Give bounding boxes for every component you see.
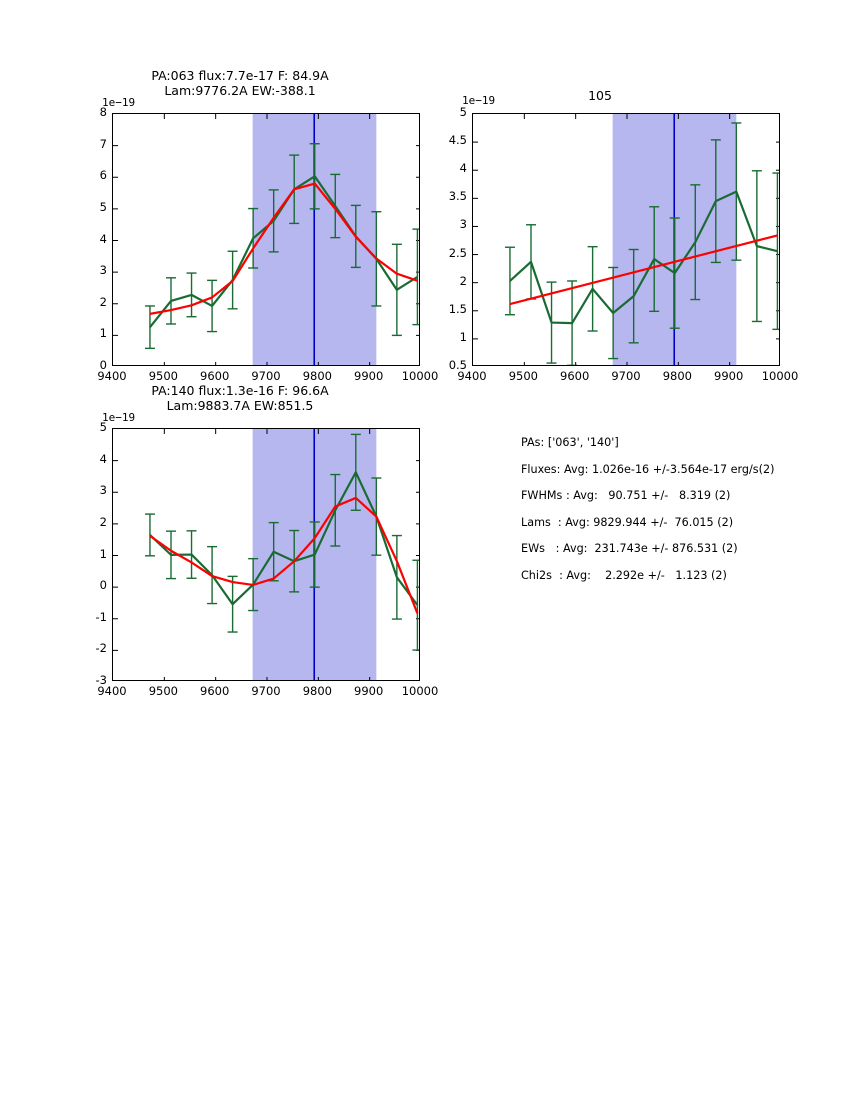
panel-3-fit-line xyxy=(149,496,419,614)
panel-2-xtick-label: 9800 xyxy=(662,369,692,383)
spectrum-panel-105: 105 1e−19 0.5 1 1.5 2 2.5 3 3.5 4 4.5 5 9400 9500 96… xyxy=(400,68,800,388)
panel-1-xtick-label: 9900 xyxy=(354,369,384,383)
panel-2-fit-line xyxy=(509,234,778,306)
panel-3-ytick-label: -3 xyxy=(95,673,107,687)
panel-2-plot-area xyxy=(472,113,780,366)
summary-line-chi2s: Chi2s : Avg: 2.292e +/- 1.123 (2) xyxy=(521,568,727,582)
panel-2-xtick-label: 9600 xyxy=(560,369,590,383)
panel-2-xtick-label: 9500 xyxy=(508,369,538,383)
panel-3-xtick-label: 9600 xyxy=(200,684,230,698)
panel-3-ytick-label: 4 xyxy=(99,451,107,466)
panel-3-plot-area xyxy=(112,428,420,681)
panel-1-ytick-label: 5 xyxy=(99,199,107,214)
panel-3-ytick-label: -1 xyxy=(95,609,107,624)
summary-line-ews: EWs : Avg: 231.743e +/- 876.531 (2) xyxy=(521,542,738,555)
panel1-y-exponent-label: 1e−19 xyxy=(102,96,136,109)
panel-2-ytick-label: 4.5 xyxy=(448,133,467,148)
panel-2-xtick-label: 9900 xyxy=(714,369,744,383)
panel-3-xtick-label: 9800 xyxy=(302,684,332,698)
summary-line-fluxes: Fluxes: Avg: 1.026e-16 +/-3.564e-17 erg/… xyxy=(521,462,775,476)
panel-2-xtick-label: 9400 xyxy=(457,369,487,383)
summary-statistics-block: PAs: ['063', '140'] Fluxes: Avg: 1.026e-… xyxy=(521,430,831,589)
panel-3-xtick-label: 9400 xyxy=(97,684,127,698)
summary-line-lams: Lams : Avg: 9829.944 +/- 76.015 (2) xyxy=(521,515,734,529)
panel1-title-line1: PA:063 flux:7.7e-17 F: 84.9A xyxy=(151,68,329,83)
panel-1-xtick-label: 9500 xyxy=(148,369,178,383)
panel-2-xtick-label: 9700 xyxy=(611,369,641,383)
panel2-title-line1: 105 xyxy=(588,88,612,103)
panel-1-fit-line xyxy=(149,182,418,315)
panel-2-ytick-label: 3.5 xyxy=(448,189,467,204)
panel3-y-exponent-label: 1e−19 xyxy=(102,411,136,424)
panel3-title-line1: PA:140 flux:1.3e-16 F: 96.6A xyxy=(151,383,329,398)
panel-2-ytick-label: 2 xyxy=(459,273,467,288)
panel2-y-exponent-label: 1e−19 xyxy=(462,94,496,107)
panel-1-ytick-label: 0 xyxy=(99,358,107,372)
panel-2-ytick-label: 4 xyxy=(459,161,467,176)
panel-1-xtick-label: 9600 xyxy=(200,369,230,383)
spectrum-panel-pa063: PA:063 flux:7.7e-17 F: 84.9A Lam:9776.2A… xyxy=(40,68,440,388)
panel-2-ytick-label: 1.5 xyxy=(448,301,467,316)
panel-3-ytick-label: 1 xyxy=(99,546,107,561)
panel-2-ytick-label: 0.5 xyxy=(448,358,467,372)
spectrum-panel-pa140: PA:140 flux:1.3e-16 F: 96.6A Lam:9883.7A… xyxy=(40,383,440,703)
panel-3-data-line xyxy=(149,471,419,606)
panel-2-xtick-label: 10000 xyxy=(761,369,799,383)
panel-3-ytick-label: -2 xyxy=(95,641,107,656)
panel-3-xtick-label: 9500 xyxy=(148,684,178,698)
panel-3-xtick-label: 10000 xyxy=(401,684,439,698)
panel-1-xtick-label: 10000 xyxy=(401,369,439,383)
panel-1-xtick-label: 9400 xyxy=(97,369,127,383)
panel-3-xtick-label: 9700 xyxy=(251,684,281,698)
panel-2-ytick-label: 1 xyxy=(459,329,467,344)
summary-line-fwhms: FWHMs : Avg: 90.751 +/- 8.319 (2) xyxy=(521,489,731,502)
panel1-title-line2: Lam:9776.2A EW:-388.1 xyxy=(164,83,316,98)
panel-1-ytick-label: 2 xyxy=(99,294,107,309)
panel-1-xtick-label: 9700 xyxy=(251,369,281,383)
panel-2-ytick-label: 3 xyxy=(459,217,467,232)
panel-1-ytick-label: 7 xyxy=(99,136,107,151)
panel-2-ytick-label: 5 xyxy=(459,105,467,119)
summary-line-pas: PAs: ['063', '140'] xyxy=(521,436,619,449)
panel-1-ytick-label: 8 xyxy=(99,105,107,119)
panel-1-ytick-label: 1 xyxy=(99,326,107,341)
panel-3-ytick-label: 2 xyxy=(99,514,107,529)
panel-2-ytick-label: 2.5 xyxy=(448,245,467,260)
panel-1-ytick-label: 4 xyxy=(99,231,107,246)
panel-1-ytick-label: 6 xyxy=(99,168,107,183)
panel-1-xtick-label: 9800 xyxy=(302,369,332,383)
panel-3-errorbars xyxy=(144,433,419,651)
panel3-title-line2: Lam:9883.7A EW:851.5 xyxy=(166,398,314,413)
panel-3-ytick-label: 5 xyxy=(99,420,107,434)
panel-1-plot-area xyxy=(112,113,420,366)
panel-1-ytick-label: 3 xyxy=(99,263,107,278)
panel-2-data-line xyxy=(509,190,778,325)
panel-3-xtick-label: 9900 xyxy=(354,684,384,698)
panel-3-ytick-label: 0 xyxy=(99,578,107,593)
panel-3-ytick-label: 3 xyxy=(99,483,107,498)
